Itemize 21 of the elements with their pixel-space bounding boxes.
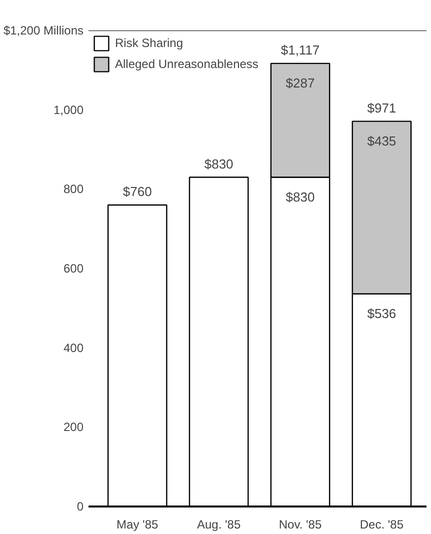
data-label: $435 bbox=[367, 133, 396, 148]
y-tick-label: $1,200 Millions bbox=[3, 24, 84, 38]
x-tick-label: Dec. '85 bbox=[360, 518, 404, 532]
total-label: $830 bbox=[204, 156, 234, 172]
total-label: $1,117 bbox=[280, 42, 320, 58]
legend-label: Alleged Unreasonableness bbox=[115, 57, 258, 71]
x-tick-label: Nov. '85 bbox=[278, 518, 322, 532]
total-label: $760 bbox=[122, 184, 152, 200]
x-tick-label: Aug. '85 bbox=[196, 518, 241, 532]
total-label: $971 bbox=[367, 100, 396, 116]
data-label: $287 bbox=[286, 75, 315, 90]
y-tick-label: 0 bbox=[76, 500, 84, 514]
y-tick-label: 400 bbox=[63, 340, 84, 355]
x-tick-label: May '85 bbox=[116, 518, 159, 532]
data-label: $830 bbox=[286, 189, 315, 204]
y-tick-label: 600 bbox=[63, 262, 84, 276]
y-tick-label: 1,000 bbox=[53, 102, 84, 117]
y-tick-label: 200 bbox=[63, 420, 84, 434]
data-label: $536 bbox=[367, 306, 396, 321]
legend-label: Risk Sharing bbox=[115, 36, 184, 50]
y-tick-label: 800 bbox=[63, 182, 84, 196]
